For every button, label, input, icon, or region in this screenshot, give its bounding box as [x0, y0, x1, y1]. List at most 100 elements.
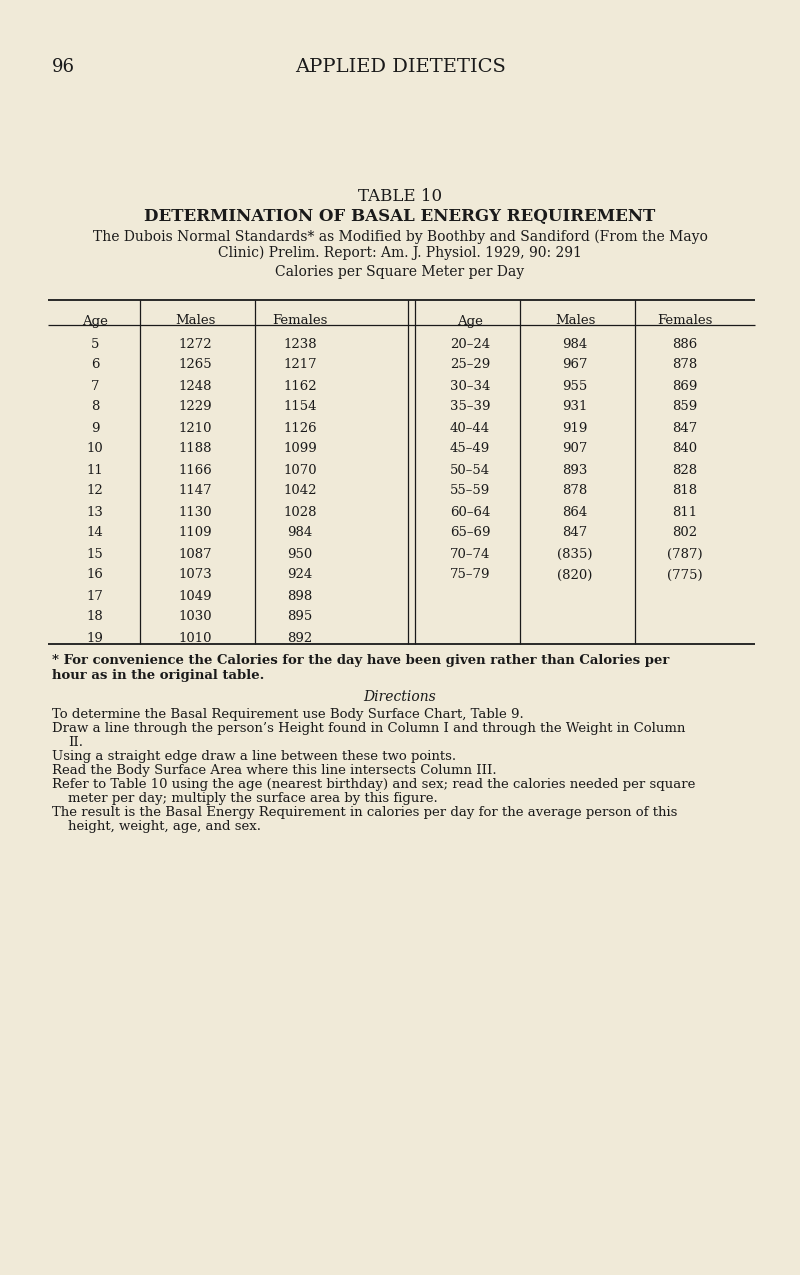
- Text: 1248: 1248: [178, 380, 212, 393]
- Text: 5: 5: [91, 338, 99, 351]
- Text: Draw a line through the person’s Height found in Column I and through the Weight: Draw a line through the person’s Height …: [52, 722, 686, 734]
- Text: 924: 924: [287, 569, 313, 581]
- Text: 1265: 1265: [178, 358, 212, 371]
- Text: 886: 886: [672, 338, 698, 351]
- Text: 984: 984: [287, 527, 313, 539]
- Text: 895: 895: [287, 611, 313, 623]
- Text: Males: Males: [175, 315, 215, 328]
- Text: Females: Females: [658, 315, 713, 328]
- Text: 60–64: 60–64: [450, 505, 490, 519]
- Text: 30–34: 30–34: [450, 380, 490, 393]
- Text: 878: 878: [562, 484, 588, 497]
- Text: 1030: 1030: [178, 611, 212, 623]
- Text: 1109: 1109: [178, 527, 212, 539]
- Text: 859: 859: [672, 400, 698, 413]
- Text: 869: 869: [672, 380, 698, 393]
- Text: 1147: 1147: [178, 484, 212, 497]
- Text: 8: 8: [91, 400, 99, 413]
- Text: 20–24: 20–24: [450, 338, 490, 351]
- Text: 802: 802: [673, 527, 698, 539]
- Text: 818: 818: [673, 484, 698, 497]
- Text: 1010: 1010: [178, 631, 212, 644]
- Text: 9: 9: [90, 422, 99, 435]
- Text: 1229: 1229: [178, 400, 212, 413]
- Text: 14: 14: [86, 527, 103, 539]
- Text: 10: 10: [86, 442, 103, 455]
- Text: 45–49: 45–49: [450, 442, 490, 455]
- Text: The Dubois Normal Standards* as Modified by Boothby and Sandiford (From the Mayo: The Dubois Normal Standards* as Modified…: [93, 230, 707, 245]
- Text: 11: 11: [86, 464, 103, 477]
- Text: 35–39: 35–39: [450, 400, 490, 413]
- Text: Directions: Directions: [364, 690, 436, 704]
- Text: APPLIED DIETETICS: APPLIED DIETETICS: [294, 57, 506, 76]
- Text: 12: 12: [86, 484, 103, 497]
- Text: Males: Males: [555, 315, 595, 328]
- Text: 1042: 1042: [283, 484, 317, 497]
- Text: 1210: 1210: [178, 422, 212, 435]
- Text: (820): (820): [558, 569, 593, 581]
- Text: 1154: 1154: [283, 400, 317, 413]
- Text: 898: 898: [287, 589, 313, 603]
- Text: TABLE 10: TABLE 10: [358, 187, 442, 205]
- Text: 65–69: 65–69: [450, 527, 490, 539]
- Text: DETERMINATION OF BASAL ENERGY REQUIREMENT: DETERMINATION OF BASAL ENERGY REQUIREMEN…: [144, 208, 656, 224]
- Text: 25–29: 25–29: [450, 358, 490, 371]
- Text: 1087: 1087: [178, 547, 212, 561]
- Text: height, weight, age, and sex.: height, weight, age, and sex.: [68, 820, 261, 833]
- Text: 864: 864: [562, 505, 588, 519]
- Text: II.: II.: [68, 736, 83, 748]
- Text: 1130: 1130: [178, 505, 212, 519]
- Text: 878: 878: [672, 358, 698, 371]
- Text: 1126: 1126: [283, 422, 317, 435]
- Text: 1188: 1188: [178, 442, 212, 455]
- Text: 40–44: 40–44: [450, 422, 490, 435]
- Text: 1049: 1049: [178, 589, 212, 603]
- Text: 907: 907: [562, 442, 588, 455]
- Text: 50–54: 50–54: [450, 464, 490, 477]
- Text: 893: 893: [562, 464, 588, 477]
- Text: 19: 19: [86, 631, 103, 644]
- Text: 6: 6: [90, 358, 99, 371]
- Text: 984: 984: [562, 338, 588, 351]
- Text: meter per day; multiply the surface area by this figure.: meter per day; multiply the surface area…: [68, 792, 438, 805]
- Text: * For convenience the Calories for the day have been given rather than Calories : * For convenience the Calories for the d…: [52, 654, 670, 667]
- Text: 1272: 1272: [178, 338, 212, 351]
- Text: 17: 17: [86, 589, 103, 603]
- Text: (835): (835): [558, 547, 593, 561]
- Text: 840: 840: [673, 442, 698, 455]
- Text: 1217: 1217: [283, 358, 317, 371]
- Text: hour as in the original table.: hour as in the original table.: [52, 669, 264, 682]
- Text: 931: 931: [562, 400, 588, 413]
- Text: 15: 15: [86, 547, 103, 561]
- Text: 96: 96: [52, 57, 75, 76]
- Text: Calories per Square Meter per Day: Calories per Square Meter per Day: [275, 265, 525, 279]
- Text: 811: 811: [673, 505, 698, 519]
- Text: 950: 950: [287, 547, 313, 561]
- Text: 1162: 1162: [283, 380, 317, 393]
- Text: Refer to Table 10 using the age (nearest birthday) and sex; read the calories ne: Refer to Table 10 using the age (nearest…: [52, 778, 695, 790]
- Text: 1073: 1073: [178, 569, 212, 581]
- Text: Age: Age: [82, 315, 108, 328]
- Text: 1099: 1099: [283, 442, 317, 455]
- Text: Using a straight edge draw a line between these two points.: Using a straight edge draw a line betwee…: [52, 750, 456, 762]
- Text: 1070: 1070: [283, 464, 317, 477]
- Text: 13: 13: [86, 505, 103, 519]
- Text: To determine the Basal Requirement use Body Surface Chart, Table 9.: To determine the Basal Requirement use B…: [52, 708, 524, 720]
- Text: Age: Age: [457, 315, 483, 328]
- Text: 919: 919: [562, 422, 588, 435]
- Text: 1166: 1166: [178, 464, 212, 477]
- Text: 955: 955: [562, 380, 588, 393]
- Text: 7: 7: [90, 380, 99, 393]
- Text: 70–74: 70–74: [450, 547, 490, 561]
- Text: 75–79: 75–79: [450, 569, 490, 581]
- Text: (787): (787): [667, 547, 703, 561]
- Text: (775): (775): [667, 569, 703, 581]
- Text: 55–59: 55–59: [450, 484, 490, 497]
- Text: 18: 18: [86, 611, 103, 623]
- Text: 892: 892: [287, 631, 313, 644]
- Text: The result is the Basal Energy Requirement in calories per day for the average p: The result is the Basal Energy Requireme…: [52, 806, 678, 819]
- Text: 1238: 1238: [283, 338, 317, 351]
- Text: Clinic) Prelim. Report: Am. J. Physiol. 1929, 90: 291: Clinic) Prelim. Report: Am. J. Physiol. …: [218, 246, 582, 260]
- Text: 847: 847: [562, 527, 588, 539]
- Text: Read the Body Surface Area where this line intersects Column III.: Read the Body Surface Area where this li…: [52, 764, 497, 776]
